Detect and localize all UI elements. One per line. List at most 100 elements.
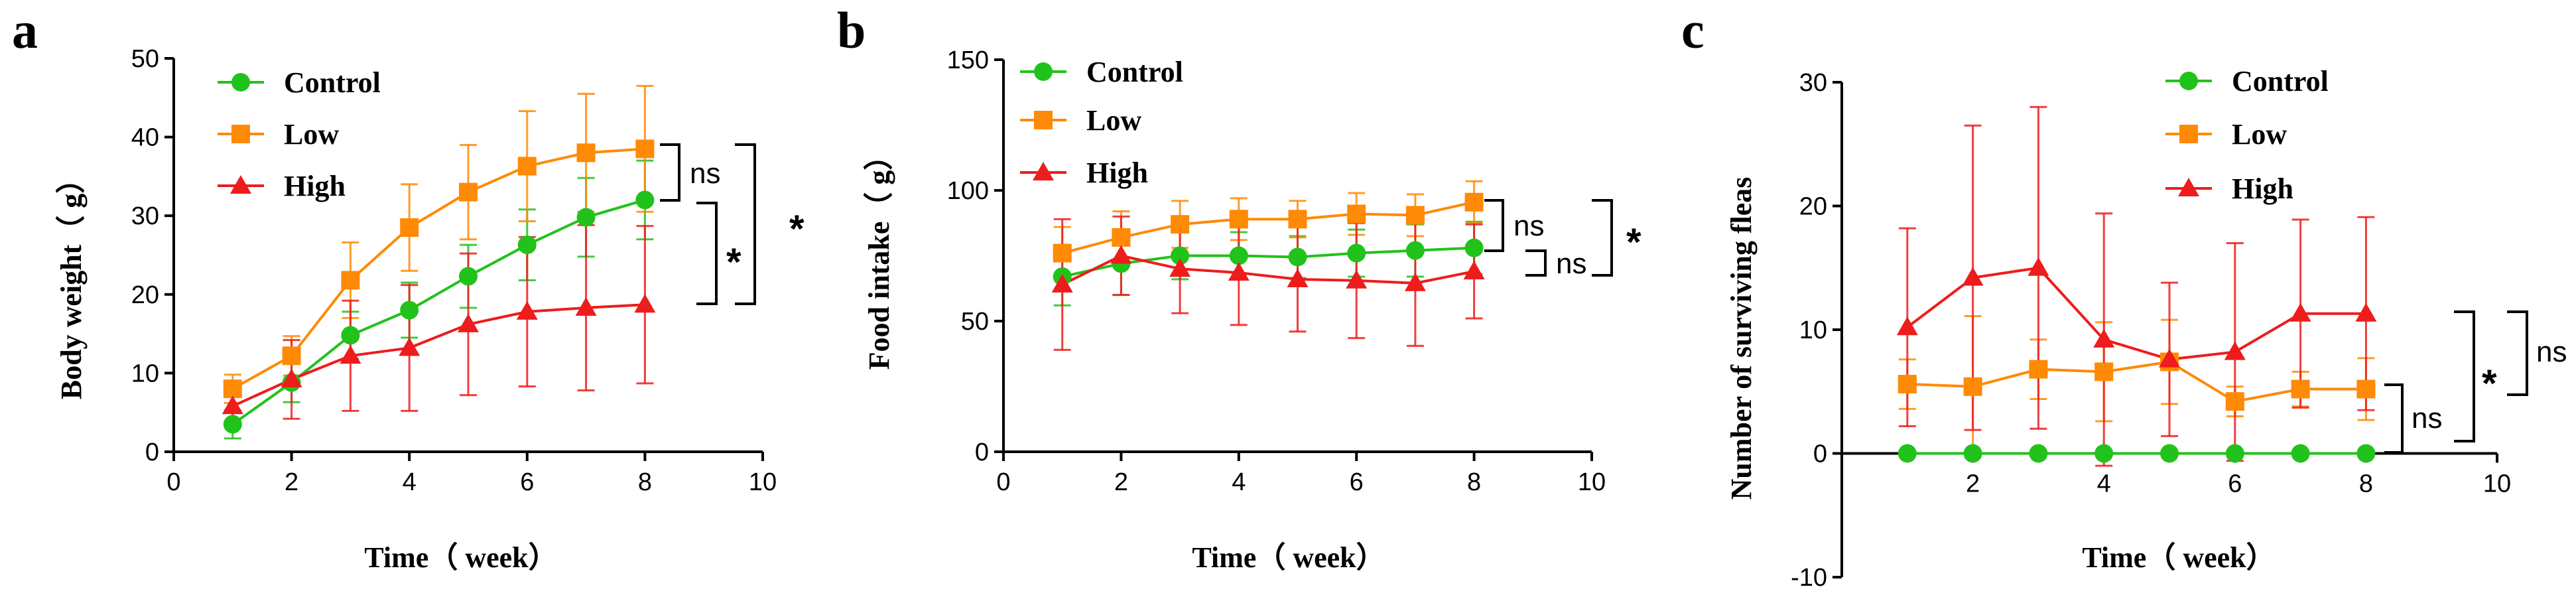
data-point-high [2159,348,2180,368]
x-tick-label: 6 [520,468,534,496]
data-point-low [1112,228,1131,247]
panel-b-axes: 0 50 100 150 0 2 4 6 8 10 [947,46,1606,496]
y-tick-label: 0 [975,438,989,466]
sig-bracket-control-high [696,202,718,305]
data-point-high [222,395,243,415]
legend-label-low: Low [1086,104,1141,137]
data-point-low [341,271,360,290]
legend-label-high: High [2232,172,2293,205]
y-tick-label: 40 [131,124,159,152]
data-point-low [1405,206,1425,225]
data-point-control [2356,444,2376,463]
series-line-control [1062,246,1474,278]
data-point-low [459,182,478,202]
data-point-control [1963,444,1982,463]
y-tick-label: 10 [131,360,159,387]
data-point-high [2355,303,2377,322]
data-point-low [517,157,537,176]
x-tick-label: 0 [166,468,180,496]
legend-marker-control [231,73,250,92]
y-tick-label: 0 [1813,440,1827,468]
y-tick-label: 10 [1799,316,1827,344]
data-point-high [516,301,538,320]
x-tick-label: 6 [2228,470,2242,498]
panel-b-ylabel: Food intake（ g） [863,141,895,370]
data-point-low [2225,392,2244,411]
sig-label-star: * [1626,221,1642,264]
sig-bracket-low-control [1484,199,1504,252]
data-point-control [1347,243,1366,263]
y-tick-label: 50 [131,45,159,73]
panel-c-markers [1896,257,2377,463]
data-point-control [1229,246,1248,265]
series-line-low [1907,360,2366,403]
legend-label-high: High [284,170,346,202]
x-tick-label: 0 [996,468,1010,496]
data-point-low [635,139,655,159]
data-point-low [1963,377,1982,396]
data-point-control [1171,246,1190,265]
x-tick-label: 10 [749,468,777,496]
data-point-high [1110,245,1132,264]
panel-c-legend: Control Low High [2165,65,2329,205]
legend-label-control: Control [284,66,381,99]
data-point-low [1347,204,1366,224]
data-point-high [399,337,420,356]
data-point-high [1346,269,1368,289]
series-line-low [1062,200,1475,255]
data-point-high [1051,273,1073,293]
series-line-high [1906,266,2366,361]
x-tick-label: 8 [2359,470,2373,498]
sig-bracket-low-control [660,143,680,202]
data-point-low [1229,210,1248,229]
data-point-high [1169,258,1191,277]
x-tick-label: 8 [1467,468,1481,496]
legend-marker-control [2179,72,2198,90]
data-point-low [223,379,242,399]
data-point-high [281,368,302,387]
data-point-control [2094,444,2114,463]
sig-label-ns: ns [1513,210,1544,242]
data-point-control [341,326,360,345]
sig-label-ns: ns [690,157,720,190]
legend-marker-low [1034,111,1053,129]
panel-c-series-lines [1906,266,2366,455]
legend-marker-control [1034,62,1053,81]
panel-a-series-lines [231,147,645,426]
data-point-control [635,190,655,210]
panel-c: c -10 0 10 20 30 2 4 6 8 10 Time（ week） Number of… [1681,1,2567,592]
x-tick-label: 8 [638,468,652,496]
data-point-low [576,143,596,163]
panel-a-markers [222,139,656,434]
panel-c-ylabel: Number of surviving fleas [1725,177,1758,500]
panel-letter-a: a [12,1,38,59]
panel-c-error-bars [1898,105,2375,467]
sig-label-ns: ns [2536,336,2567,368]
data-point-low [1288,210,1307,229]
data-point-high [2028,257,2049,276]
y-tick-label: 0 [145,438,159,466]
y-tick-label: 100 [947,177,989,205]
y-tick-label: -10 [1791,564,1827,592]
legend-marker-low [2179,125,2198,143]
data-point-control [1898,444,1917,463]
legend-marker-high [230,175,251,194]
x-tick-label: 4 [403,468,417,496]
panel-b-xlabel: Time（ week） [1192,541,1385,574]
legend-marker-high [2178,178,2199,196]
data-point-control [2225,444,2244,463]
x-tick-label: 6 [1350,468,1364,496]
series-line-high [1061,254,1474,286]
data-point-low [2356,379,2376,399]
y-tick-label: 30 [1799,69,1827,97]
sig-bracket-low-high [735,143,756,305]
data-point-low [2094,362,2114,381]
sig-label-star: * [2482,362,2497,405]
y-tick-label: 30 [131,202,159,230]
y-tick-label: 50 [961,308,989,336]
x-tick-label: 4 [2097,470,2111,498]
data-point-high [1228,262,1250,281]
data-point-low [282,346,301,366]
y-tick-label: 20 [131,281,159,309]
data-point-high [1463,261,1485,280]
